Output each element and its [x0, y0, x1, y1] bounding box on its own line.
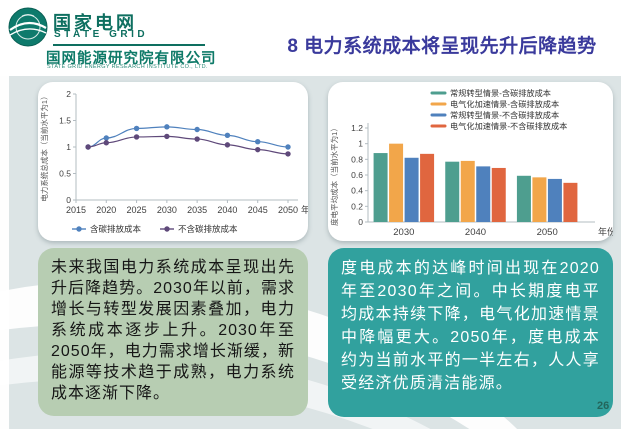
svg-text:2030: 2030 — [157, 205, 177, 215]
svg-text:2020: 2020 — [96, 205, 116, 215]
y-axis-label: 电力系统总成本（当前水平为1） — [39, 92, 49, 201]
institute-name-cn: 国网能源研究院有限公司 — [46, 51, 217, 67]
svg-text:2030: 2030 — [393, 227, 414, 238]
line-chart-panel: 0 0.5 1 1.5 2 2015 2020 2025 2030 2035 2040 2045 205… — [38, 82, 308, 241]
legend-item: 常规转型情景-不含碳排放成本 — [430, 110, 559, 120]
legend-item: 不含碳排放成本 — [160, 224, 238, 234]
svg-text:2045: 2045 — [248, 205, 268, 215]
svg-text:电气化加速情景-含碳排放成本: 电气化加速情景-含碳排放成本 — [450, 99, 559, 109]
note-right: 度电成本的达峰时间出现在2020年至2030年之间。中长期度电平均成本持续下降，… — [328, 248, 613, 417]
svg-text:常规转型情景-含碳排放成本: 常规转型情景-含碳排放成本 — [450, 88, 551, 98]
line-series — [88, 135, 289, 155]
svg-text:0.2: 0.2 — [351, 201, 363, 211]
svg-text:电气化加速情景-不含碳排放成本: 电气化加速情景-不含碳排放成本 — [450, 121, 567, 131]
bar — [476, 166, 491, 222]
svg-text:0.4: 0.4 — [351, 186, 363, 196]
svg-text:含碳排放成本: 含碳排放成本 — [90, 224, 142, 234]
note-left: 未来我国电力系统成本呈现出先升后降趋势。2030年以前，需求增长与转型发展因素叠… — [38, 248, 308, 416]
brand-name-cn: 国家电网 — [53, 13, 137, 33]
x-axis-label: 年份 — [598, 226, 613, 237]
svg-text:不含碳排放成本: 不含碳排放成本 — [178, 224, 238, 234]
header: 国家电网 STATE GRID 国网能源研究院有限公司 STATE GRID E… — [0, 0, 621, 76]
line-chart: 0 0.5 1 1.5 2 2015 2020 2025 2030 2035 2040 2045 205… — [39, 89, 308, 234]
x-axis-label: 年份 — [301, 204, 308, 215]
svg-text:1: 1 — [66, 142, 71, 152]
state-grid-logo-icon — [8, 7, 48, 47]
svg-text:2040: 2040 — [465, 227, 486, 238]
left-edge-strip — [0, 70, 9, 429]
logo-divider — [53, 44, 205, 46]
svg-text:2040: 2040 — [217, 205, 237, 215]
bar — [563, 182, 578, 222]
svg-text:2050: 2050 — [537, 227, 558, 238]
line-series — [88, 126, 289, 148]
legend-item: 常规转型情景-含碳排放成本 — [430, 88, 551, 98]
svg-text:0.8: 0.8 — [351, 154, 363, 164]
svg-text:0.6: 0.6 — [351, 170, 363, 180]
svg-text:0.5: 0.5 — [59, 169, 71, 179]
svg-text:常规转型情景-不含碳排放成本: 常规转型情景-不含碳排放成本 — [450, 110, 559, 120]
svg-text:2: 2 — [66, 89, 71, 99]
institute-name-en: STATE GRID ENERGY RESEARCH INSTITUTE CO.… — [47, 64, 208, 70]
svg-text:2035: 2035 — [187, 205, 207, 215]
page-title: 8 电力系统成本将呈现先升后降趋势 — [287, 36, 597, 57]
svg-text:0: 0 — [358, 217, 363, 227]
svg-text:2015: 2015 — [66, 205, 86, 215]
bar — [532, 177, 547, 222]
bar-chart-panel: 0 0.2 0.4 0.6 0.8 1 1.2 2030 2040 2050 年份 度电平均成本（当前… — [328, 82, 613, 241]
svg-text:1: 1 — [358, 139, 363, 149]
svg-text:0: 0 — [66, 195, 71, 205]
bar — [420, 153, 435, 222]
bar — [460, 160, 475, 222]
axes — [75, 94, 298, 201]
svg-text:2050: 2050 — [278, 205, 298, 215]
svg-text:1.5: 1.5 — [59, 116, 71, 126]
svg-text:2025: 2025 — [127, 205, 147, 215]
y-axis-label: 度电平均成本（当前水平为1） — [329, 124, 339, 226]
bar — [547, 178, 562, 222]
legend-item: 含碳排放成本 — [72, 224, 142, 234]
bar — [491, 167, 506, 222]
legend-item: 电气化加速情景-不含碳排放成本 — [430, 121, 567, 131]
brand-name-en: STATE GRID — [54, 29, 149, 40]
bar — [445, 161, 460, 222]
bar — [389, 143, 404, 222]
bar — [404, 157, 419, 222]
page-number: 26 — [597, 400, 610, 412]
bar-chart: 0 0.2 0.4 0.6 0.8 1 1.2 2030 2040 2050 年份 度电平均成本（当前… — [329, 88, 613, 238]
svg-text:1.2: 1.2 — [351, 123, 363, 133]
legend-item: 电气化加速情景-含碳排放成本 — [430, 99, 559, 109]
bar — [516, 175, 531, 222]
bar — [373, 153, 388, 222]
